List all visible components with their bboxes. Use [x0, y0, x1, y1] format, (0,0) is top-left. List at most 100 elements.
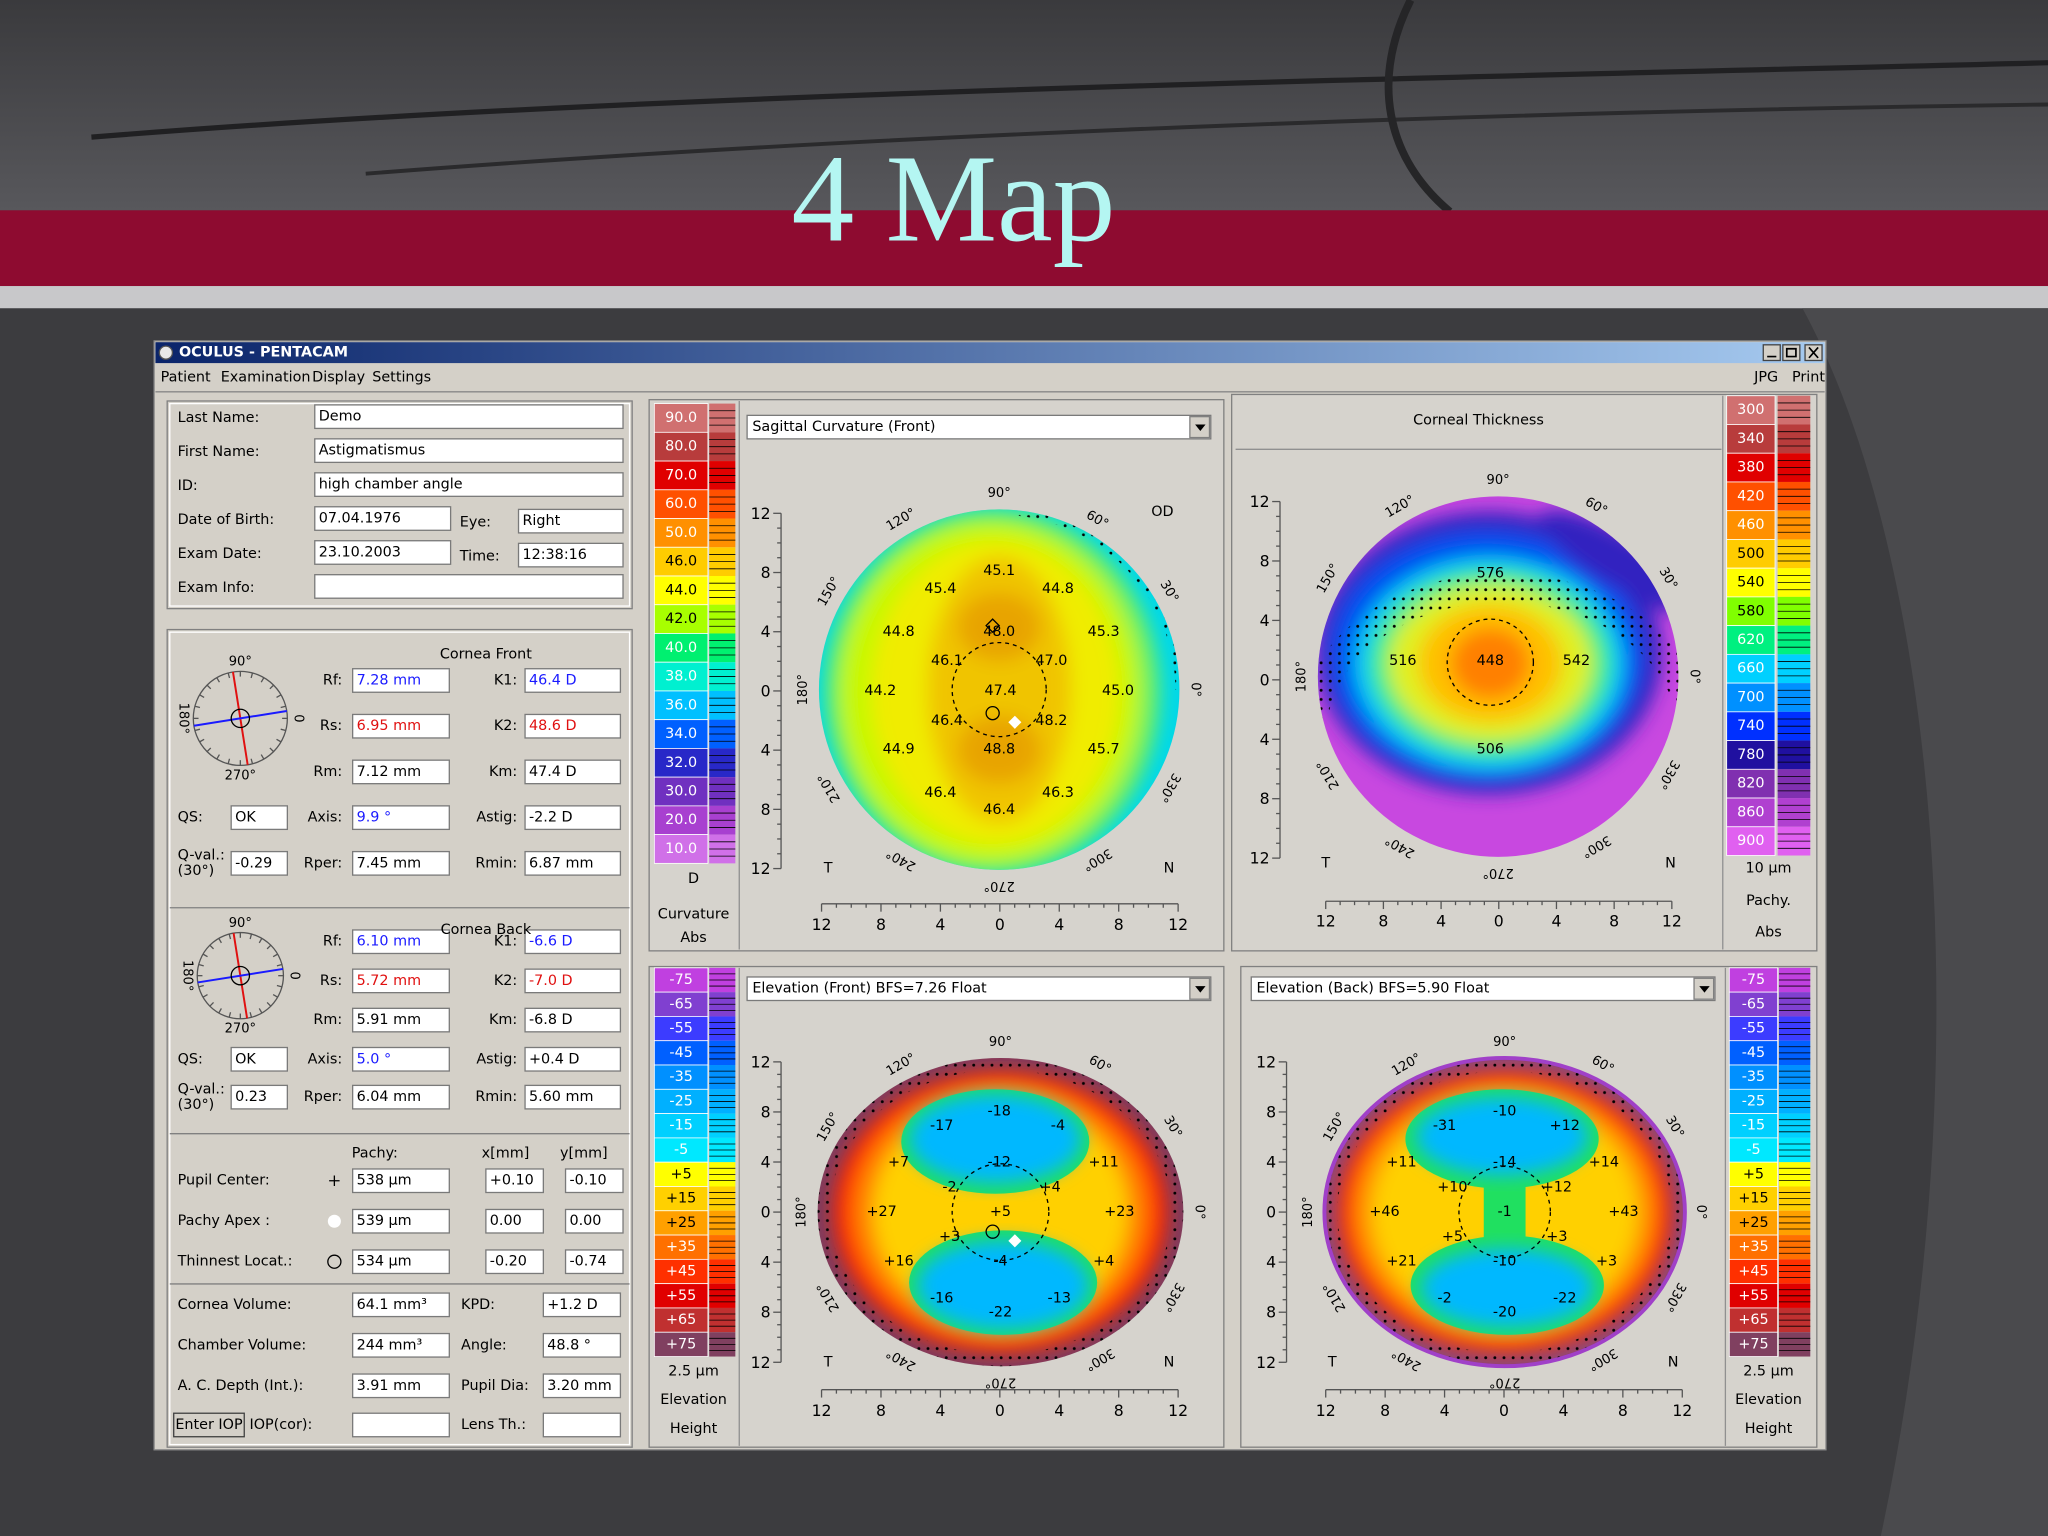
title-bar: [155, 342, 1825, 364]
scale-label: 300: [1737, 402, 1764, 418]
map-value: +23: [1104, 1204, 1134, 1220]
y-tick-label: 12: [1256, 1052, 1276, 1071]
field-value: 5.0 °: [357, 1051, 392, 1067]
input-box: [351, 805, 450, 831]
scale-label: +35: [1738, 1239, 1768, 1255]
field-value: 5.91 mm: [357, 1012, 422, 1028]
input-box: [351, 1249, 450, 1275]
x-tick-label: 8: [1378, 911, 1388, 930]
compass-tick: [269, 684, 275, 690]
scale-label: 780: [1737, 747, 1764, 763]
scale-label: 540: [1737, 575, 1764, 591]
scale-label: 10.0: [665, 841, 697, 857]
input-box: [524, 1007, 622, 1033]
input-box: [351, 1084, 450, 1110]
side-label: N: [1164, 861, 1175, 877]
field-value: 6.04 mm: [357, 1089, 422, 1105]
map-value: 46.3: [1042, 785, 1074, 801]
field-value: +0.4 D: [529, 1051, 580, 1067]
field-label: Pupil Dia:: [461, 1378, 529, 1394]
scale-label: +5: [671, 1166, 692, 1182]
x-tick-label: 8: [876, 915, 886, 934]
field-value: +1.2 D: [547, 1297, 598, 1313]
map-value: 44.9: [883, 742, 915, 758]
field-label: Astig:: [476, 810, 517, 826]
field-label: Km:: [489, 1012, 517, 1028]
map-value: 45.4: [924, 581, 956, 597]
scale-cell: [1726, 539, 1776, 569]
field-label: Time:: [459, 548, 500, 564]
field-value: Astigmatismus: [319, 443, 426, 459]
menu-item: Print: [1792, 369, 1825, 385]
input-box: [351, 1168, 450, 1194]
y-tick-label: 4: [761, 1153, 771, 1172]
field-value: -7.0 D: [529, 973, 573, 989]
map-title: Corneal Thickness: [1413, 413, 1544, 429]
apex-symbol: [327, 1214, 341, 1228]
scale-cell: [653, 460, 709, 491]
thinnest-marker: [985, 618, 1001, 634]
scale-cell: [653, 1258, 709, 1285]
compass-tick: [198, 963, 204, 967]
scale-label: 900: [1737, 833, 1764, 849]
compass-tick: [276, 984, 283, 988]
compass-tick: [216, 677, 220, 683]
field-value: 539 µm: [357, 1213, 412, 1229]
input-box: [314, 506, 452, 531]
restore-button[interactable]: [1782, 344, 1801, 362]
map-type-dropdown[interactable]: [746, 976, 1212, 1002]
scale-cell: [653, 1331, 709, 1357]
map-value: 45.0: [1102, 683, 1134, 699]
slide-title: 4 Map: [792, 129, 1116, 268]
map-type-dropdown[interactable]: [1250, 976, 1716, 1002]
y-tick-label: 12: [751, 1353, 771, 1372]
field-label: Date of Birth:: [178, 512, 275, 528]
map-title: Elevation (Front) BFS=7.26 Float: [752, 981, 987, 997]
map-value: +43: [1608, 1204, 1638, 1220]
map-value: 48.8: [983, 742, 1015, 758]
scale-label: -5: [1746, 1142, 1760, 1158]
compass-tick: [258, 938, 263, 944]
field-value: -6.6 D: [529, 934, 573, 950]
scale-footer: Curvature: [658, 906, 730, 922]
scale-cell: [1728, 1113, 1779, 1139]
compass-tick: [269, 747, 275, 753]
map-type-dropdown[interactable]: [746, 414, 1212, 440]
compass-tick: [280, 728, 286, 732]
minimize-button[interactable]: [1762, 344, 1781, 362]
scale-label: -65: [1742, 996, 1765, 1012]
scale-cell: [653, 1283, 709, 1309]
apex-marker: [985, 705, 1000, 721]
angle-label: 90°: [988, 486, 1011, 501]
scale-label: 60.0: [665, 496, 697, 512]
field-value: Demo: [319, 409, 362, 425]
y-tick-label: 12: [751, 1052, 771, 1071]
thinnest-symbol: [327, 1254, 342, 1269]
compass-tick: [199, 738, 205, 743]
scale-cell: [653, 719, 709, 749]
y-tick-label: 4: [1260, 611, 1270, 630]
input-box: [351, 968, 450, 994]
field-label: Rm:: [313, 1012, 342, 1028]
field-value: 9.9 °: [357, 810, 392, 826]
compass-tick: [249, 933, 253, 940]
compass-tick: [249, 1012, 253, 1018]
input-box: [230, 850, 288, 876]
field-value: 12:38:16: [522, 547, 587, 563]
decor-shape: [1802, 308, 2048, 1536]
scale-footer: Abs: [680, 930, 706, 946]
scale-cell: [1726, 653, 1776, 684]
y-tick-label: 4: [1266, 1253, 1276, 1272]
x-tick-label: 0: [1499, 1401, 1509, 1420]
enter-iop-button[interactable]: [173, 1412, 245, 1438]
input-box: [485, 1208, 544, 1234]
field-value: 538 µm: [357, 1173, 412, 1189]
field-value: 7.12 mm: [357, 764, 422, 780]
scale-label: 50.0: [665, 525, 697, 541]
map-value: +11: [1386, 1154, 1416, 1170]
scale-label: 860: [1737, 804, 1764, 820]
scale-label: -25: [669, 1093, 692, 1109]
field-value: 23.10.2003: [319, 544, 401, 560]
scale-footer: 2.5 µm: [668, 1363, 719, 1379]
x-tick-label: 12: [1316, 911, 1336, 930]
